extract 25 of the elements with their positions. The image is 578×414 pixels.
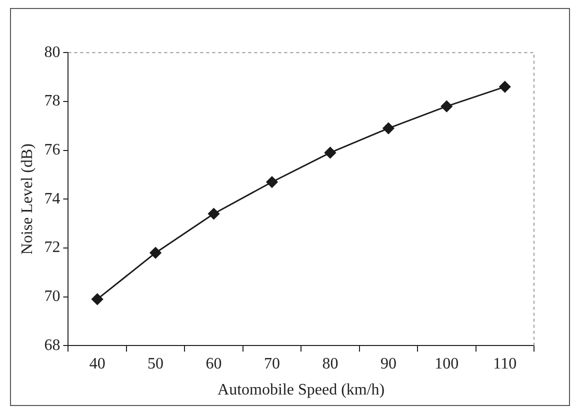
y-tick-label: 70 — [44, 288, 60, 305]
point — [440, 100, 452, 112]
point — [266, 176, 278, 188]
x-tick-label: 70 — [264, 355, 280, 372]
y-tick-label: 68 — [44, 336, 60, 354]
x-tick-label: 40 — [89, 355, 106, 372]
y-tick-label: 76 — [44, 141, 60, 158]
point — [382, 122, 394, 134]
point — [208, 208, 220, 220]
y-tick-label: 80 — [44, 44, 60, 61]
y-tick-label: 74 — [44, 190, 60, 208]
x-tick-label: 50 — [148, 355, 164, 372]
point — [499, 81, 511, 93]
x-axis-title: Automobile Speed (km/h) — [218, 382, 385, 399]
y-tick-label: 72 — [44, 239, 60, 256]
point — [92, 293, 104, 305]
x-tick-label: 110 — [493, 355, 517, 372]
x-tick-label: 100 — [434, 355, 459, 372]
point — [324, 146, 336, 158]
x-tick-label: 90 — [380, 355, 396, 372]
x-tick-label: 80 — [322, 355, 338, 372]
point — [150, 247, 162, 259]
y-axis-title: Noise Level (dB) — [18, 144, 36, 255]
x-tick-label: 60 — [206, 355, 222, 372]
y-tick-label: 78 — [44, 92, 60, 110]
